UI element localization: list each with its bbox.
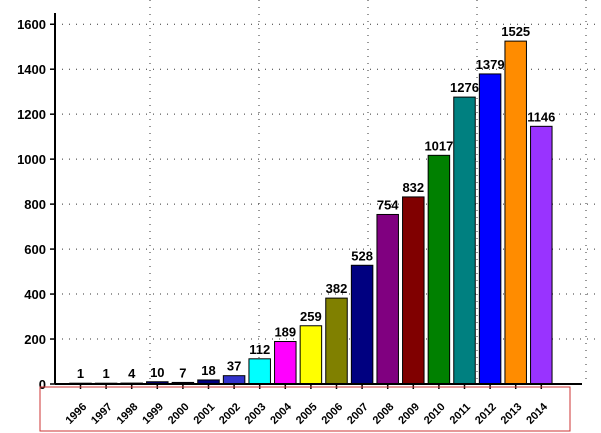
bar <box>530 125 553 385</box>
data-label: 1017 <box>424 138 453 153</box>
y-tick-label: 1600 <box>17 17 46 32</box>
data-label: 1146 <box>527 109 555 124</box>
data-label: 1379 <box>476 57 505 72</box>
bar <box>325 297 348 385</box>
y-tick-label: 400 <box>24 287 46 302</box>
x-axis: 1996 1997 1998 1999 2000 2001 2002 2003 2004 2005… <box>63 384 551 427</box>
data-label: 37 <box>227 359 241 374</box>
data-label: 18 <box>201 363 215 378</box>
bar <box>402 196 425 385</box>
bar <box>350 264 374 385</box>
data-label: 832 <box>402 180 424 195</box>
data-label: 528 <box>351 248 373 263</box>
x-tick-label: 2000 <box>166 401 192 427</box>
bar <box>299 325 323 385</box>
data-label: 1276 <box>450 80 479 95</box>
y-tick-label: 0 <box>39 377 46 392</box>
data-label: 1525 <box>501 24 530 39</box>
y-tick-label: 600 <box>24 242 46 257</box>
bar <box>274 341 297 385</box>
y-axis: 0 200 400 600 800 1000 1200 1400 1600 <box>17 17 55 392</box>
data-label: 259 <box>300 309 322 324</box>
gridlines <box>55 0 598 384</box>
x-tick-label: 1997 <box>89 401 115 427</box>
x-tick-label: 2001 <box>191 401 217 427</box>
x-tick-label: 2007 <box>345 401 371 427</box>
x-tick-label: 2005 <box>294 401 320 427</box>
x-tick-label: 2008 <box>371 401 397 427</box>
data-label: 10 <box>150 365 164 380</box>
x-tick-label: 1999 <box>140 401 166 427</box>
bar <box>478 73 502 385</box>
x-tick-label: 1998 <box>115 401 141 427</box>
x-tick-label: 2004 <box>268 400 294 426</box>
data-label: 1 <box>102 366 109 381</box>
data-label: 189 <box>274 325 296 340</box>
data-label: 1 <box>77 366 84 381</box>
bar <box>453 96 476 385</box>
bar <box>248 358 271 385</box>
data-label: 7 <box>179 365 186 380</box>
data-label: 4 <box>128 366 136 381</box>
x-tick-label: 1996 <box>63 401 89 427</box>
x-tick-label: 2009 <box>396 401 422 427</box>
data-label: 754 <box>377 197 399 212</box>
data-label: 112 <box>249 342 270 357</box>
bar <box>376 213 399 385</box>
x-tick-label: 2011 <box>448 401 473 426</box>
bar <box>222 375 246 385</box>
y-tick-label: 200 <box>24 332 46 347</box>
bar <box>504 40 527 385</box>
x-tick-label: 2002 <box>217 401 243 427</box>
x-tick-label: 2014 <box>524 400 550 426</box>
x-tick-label: 2010 <box>422 401 448 427</box>
x-tick-label: 2012 <box>473 401 499 427</box>
y-tick-label: 1200 <box>17 107 46 122</box>
x-tick-label: 2013 <box>499 401 525 427</box>
y-tick-label: 1000 <box>17 152 46 167</box>
bar <box>427 154 451 385</box>
x-tick-label: 2006 <box>319 401 345 427</box>
x-tick-label: 2003 <box>243 401 269 427</box>
bars <box>69 40 553 385</box>
data-label: 382 <box>326 281 348 296</box>
category-label-frame <box>39 386 571 432</box>
y-tick-label: 800 <box>24 197 46 212</box>
y-tick-label: 1400 <box>17 62 46 77</box>
